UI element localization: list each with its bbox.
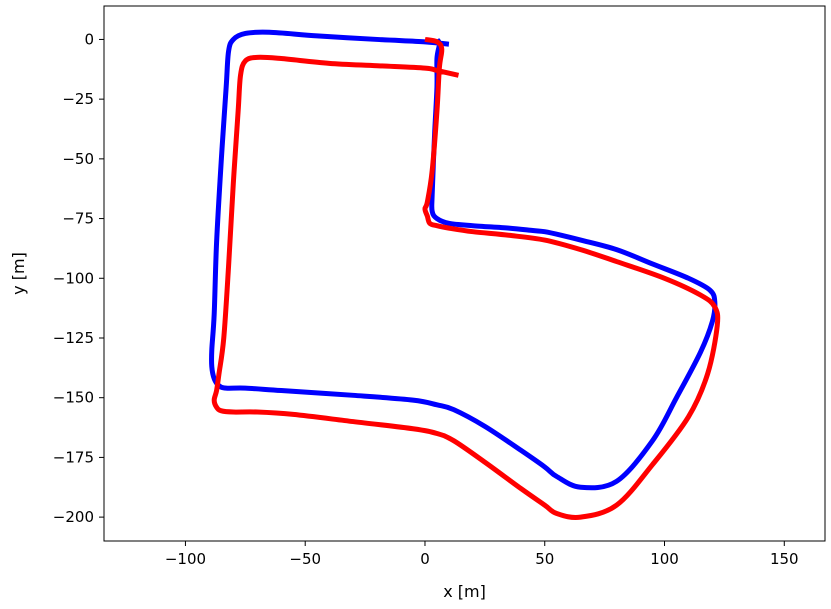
y-tick-label: −25 bbox=[62, 90, 94, 108]
axis-layer: −100 −50 0 50 100 150 0 −25 −50 −75 −100 −125 −150 −1… bbox=[53, 30, 799, 568]
x-tick-label: 150 bbox=[770, 550, 799, 568]
x-axis-label: x [m] bbox=[443, 582, 486, 601]
y-tick-label: −150 bbox=[53, 389, 94, 407]
y-tick-label: −200 bbox=[53, 508, 94, 526]
y-axis-label: y [m] bbox=[9, 252, 28, 295]
y-tick-label: −100 bbox=[53, 269, 94, 287]
series-layer bbox=[208, 29, 721, 520]
y-tick-label: −175 bbox=[53, 448, 94, 466]
y-tick-label: 0 bbox=[84, 30, 94, 48]
x-tick-label: −100 bbox=[165, 550, 206, 568]
y-tick-label: −50 bbox=[62, 150, 94, 168]
plot-frame bbox=[103, 5, 826, 542]
trajectory-line-1 bbox=[208, 29, 718, 491]
x-tick-label: 100 bbox=[650, 550, 679, 568]
x-tick-label: 50 bbox=[535, 550, 554, 568]
trajectory-line-2 bbox=[211, 36, 721, 520]
x-tick-label: 0 bbox=[420, 550, 430, 568]
x-tick-label: −50 bbox=[289, 550, 321, 568]
y-tick-label: −75 bbox=[62, 210, 94, 228]
y-tick-label: −125 bbox=[53, 329, 94, 347]
